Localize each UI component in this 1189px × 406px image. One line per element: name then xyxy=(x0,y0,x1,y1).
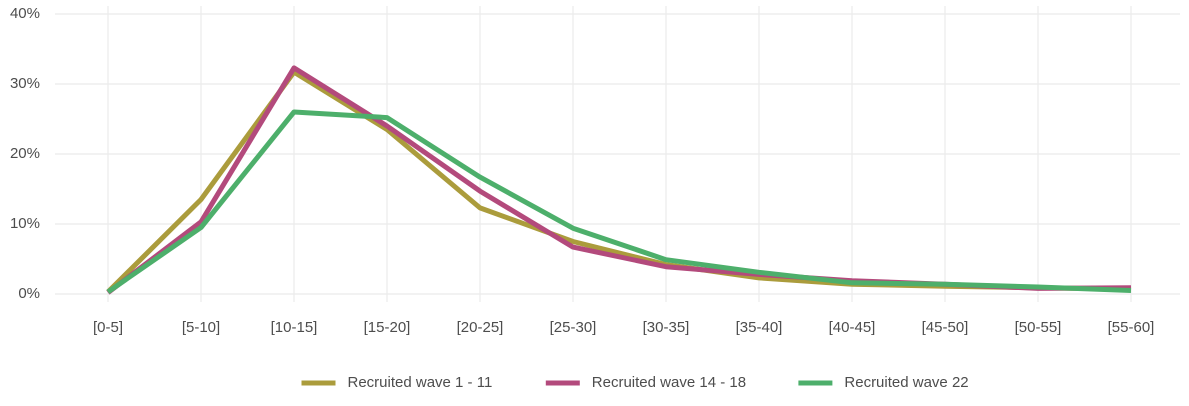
x-tick-label: [25-30] xyxy=(550,319,597,336)
legend-label: Recruited wave 1 - 11 xyxy=(348,374,493,391)
legend-label: Recruited wave 22 xyxy=(844,374,968,391)
x-tick-label: [15-20] xyxy=(364,319,411,336)
x-tick-label: [5-10] xyxy=(182,319,220,336)
y-tick-label: 0% xyxy=(18,285,40,302)
x-tick-label: [50-55] xyxy=(1015,319,1062,336)
legend-label: Recruited wave 14 - 18 xyxy=(592,374,746,391)
x-tick-label: [0-5] xyxy=(93,319,123,336)
x-tick-label: [10-15] xyxy=(271,319,318,336)
series-line xyxy=(106,65,1132,295)
x-tick-label: [30-35] xyxy=(643,319,690,336)
x-tick-label: [55-60] xyxy=(1108,319,1155,336)
x-tick-label: [20-25] xyxy=(457,319,504,336)
y-tick-label: 30% xyxy=(10,75,40,92)
y-tick-label: 20% xyxy=(10,145,40,162)
series-line xyxy=(106,109,1132,294)
x-tick-label: [40-45] xyxy=(829,319,876,336)
x-tick-label: [35-40] xyxy=(736,319,783,336)
y-tick-label: 40% xyxy=(10,5,40,22)
legend: Recruited wave 1 - 11 Recruited wave 14 -… xyxy=(301,374,969,391)
y-tick-label: 10% xyxy=(10,215,40,232)
x-tick-label: [45-50] xyxy=(922,319,969,336)
